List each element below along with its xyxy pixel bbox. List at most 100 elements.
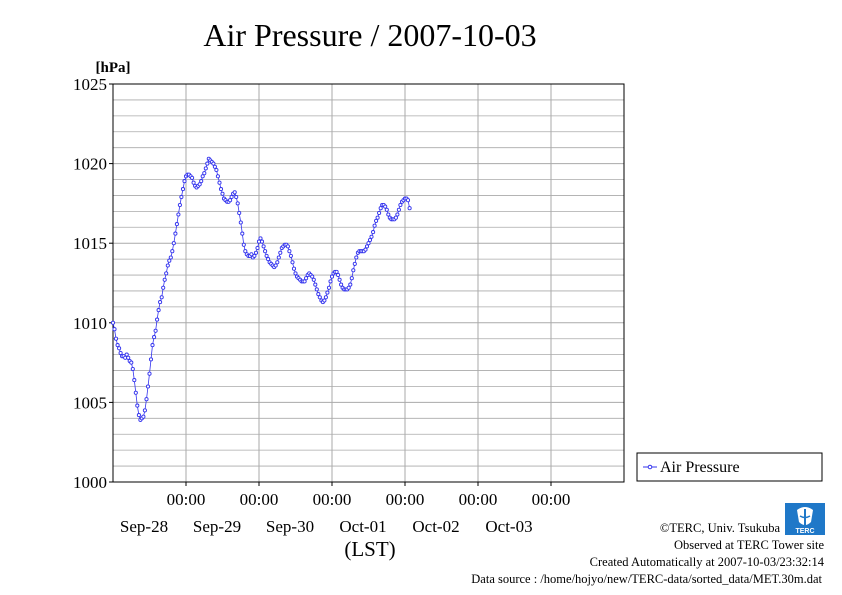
data-point (130, 366, 135, 372)
terc-logo: TERC (785, 503, 825, 535)
data-point (407, 206, 412, 211)
chart-title: Air Pressure / 2007-10-03 (203, 17, 536, 53)
data-point (212, 164, 217, 169)
data-point (405, 198, 411, 203)
legend-label-air-pressure: Air Pressure (660, 459, 740, 476)
data-point (377, 210, 382, 216)
data-point (113, 336, 119, 341)
data-point (135, 403, 140, 408)
data-point (168, 255, 173, 260)
data-point (211, 161, 216, 166)
data-point (126, 355, 131, 360)
data-point (199, 179, 204, 184)
data-point (369, 234, 374, 239)
data-point (241, 242, 246, 247)
data-point (202, 171, 207, 176)
data-point (336, 272, 341, 278)
data-point (141, 414, 146, 419)
data-point (190, 175, 195, 180)
x-axis-label: (LST) (344, 537, 395, 561)
data-point (132, 378, 137, 383)
data-point (112, 327, 117, 332)
footer-source: Data source : /home/hojyo/new/TERC-data/… (471, 572, 822, 586)
data-point (182, 179, 187, 184)
data-point (150, 343, 155, 348)
data-point (288, 253, 293, 258)
data-point (117, 346, 122, 351)
data-point (240, 231, 245, 236)
data-point (395, 212, 400, 217)
footer-copyright: ©TERC, Univ. Tsukuba (660, 521, 781, 535)
data-point (136, 413, 141, 418)
y-axis-ticks: 1000 1005 1010 1015 1020 1025 (73, 75, 113, 492)
data-point (323, 295, 328, 300)
legend-marker (647, 464, 653, 470)
data-point (261, 244, 266, 249)
y-tick-label: 1020 (73, 155, 107, 174)
plot-frame (112, 83, 625, 483)
data-point (276, 255, 281, 260)
data-point (167, 258, 172, 263)
data-point (287, 249, 292, 254)
data-point (161, 285, 166, 290)
series-points-air-pressure (110, 156, 412, 422)
data-point (372, 223, 377, 228)
data-point (386, 212, 391, 217)
x-tick-time: 00:00 (167, 490, 206, 509)
data-point (258, 236, 263, 241)
data-point (293, 271, 298, 276)
data-point (302, 279, 307, 284)
data-point (310, 274, 315, 279)
x-tick-time: 00:00 (313, 490, 352, 509)
data-point (133, 390, 138, 395)
x-tick-time: 00:00 (240, 490, 279, 509)
y-tick-label: 1010 (73, 314, 107, 333)
data-point (337, 277, 342, 282)
data-point (313, 282, 318, 287)
data-point (203, 166, 208, 171)
x-tick-date: Oct-03 (485, 517, 532, 536)
data-point (220, 191, 225, 196)
x-tick-date: Sep-28 (120, 517, 168, 536)
y-axis-unit: [hPa] (96, 60, 131, 76)
legend-box (636, 452, 823, 482)
data-point (398, 202, 403, 208)
data-point (237, 210, 242, 216)
x-axis-ticks: 00:00Sep-2800:00Sep-2900:00Sep-3000:00Oc… (120, 482, 570, 536)
data-point (326, 285, 332, 290)
data-point (393, 215, 398, 220)
data-point (197, 182, 202, 187)
data-point (375, 215, 380, 220)
data-point (173, 231, 178, 236)
y-tick-label: 1025 (73, 75, 107, 94)
data-point (234, 194, 239, 200)
data-point (229, 194, 234, 200)
data-point (334, 269, 339, 274)
data-point (317, 295, 322, 300)
data-point (115, 343, 120, 348)
data-point (384, 207, 389, 212)
y-tick-label: 1015 (73, 234, 107, 253)
data-point (351, 268, 356, 273)
data-point (142, 408, 147, 413)
data-point (363, 247, 368, 252)
data-point (367, 237, 373, 243)
y-tick-label: 1005 (73, 393, 107, 412)
data-point (316, 292, 321, 297)
data-point (124, 352, 129, 357)
data-point (253, 250, 259, 255)
data-point (329, 274, 335, 279)
x-tick-date: Oct-01 (339, 517, 386, 536)
data-point (291, 266, 297, 271)
x-tick-time: 00:00 (532, 490, 571, 509)
data-point (235, 201, 240, 206)
footer-created: Created Automatically at 2007-10-03/23:3… (590, 555, 825, 569)
data-point (354, 255, 359, 260)
data-point (144, 397, 149, 402)
data-point (147, 371, 152, 376)
data-point (266, 257, 271, 262)
data-point (322, 298, 327, 303)
data-point (348, 282, 353, 287)
data-point (378, 206, 383, 211)
data-point (159, 295, 164, 300)
